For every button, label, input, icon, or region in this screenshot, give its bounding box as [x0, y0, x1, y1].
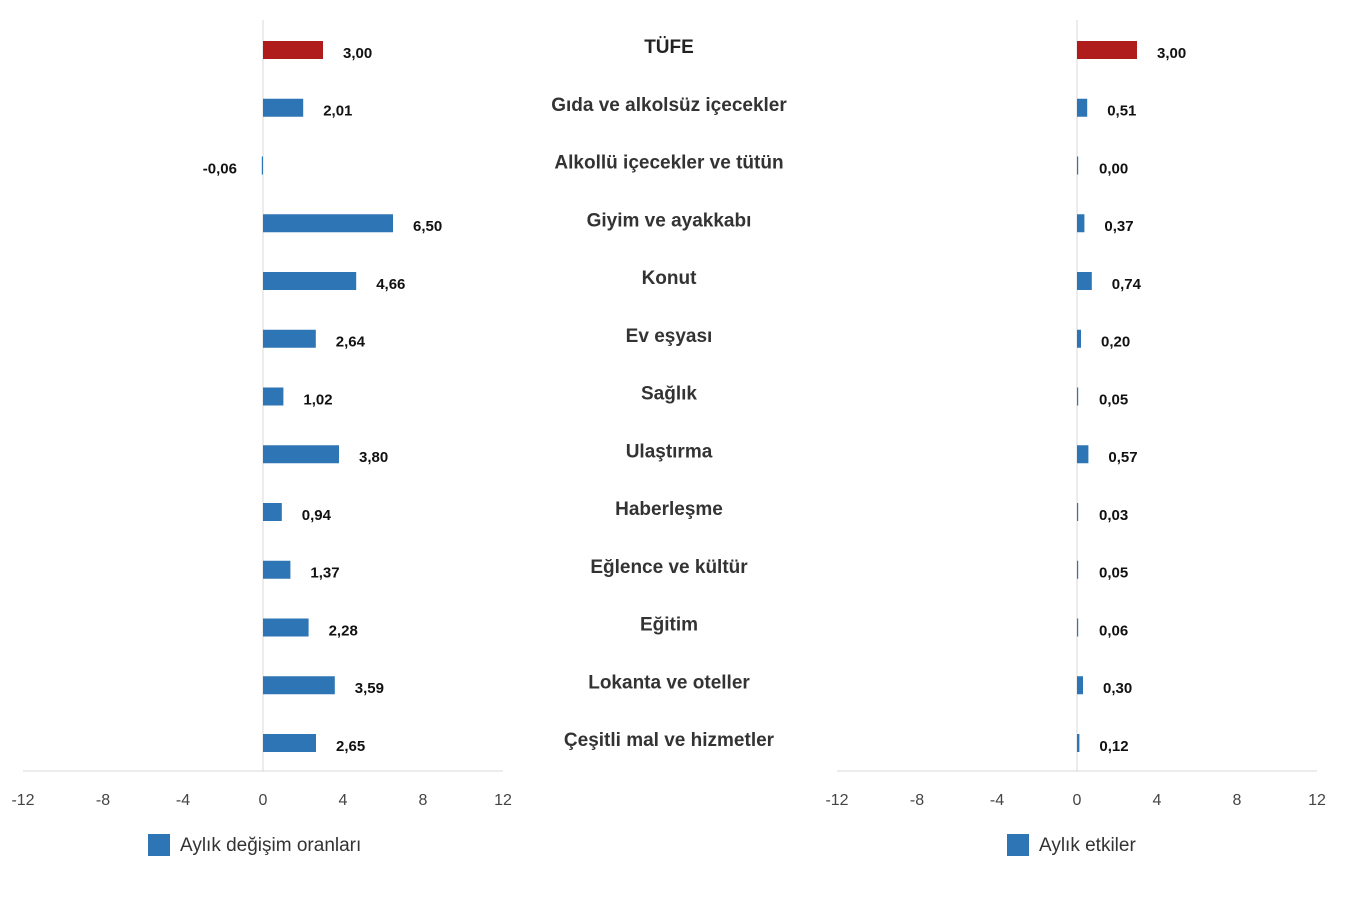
- data-label-1-4: 0,74: [1112, 276, 1142, 293]
- x-tick-label-0-3: 0: [259, 792, 268, 809]
- category-label-3: Giyim ve ayakkabı: [587, 210, 752, 231]
- bar-0-10: [263, 618, 309, 637]
- data-label-0-6: 1,02: [303, 391, 332, 408]
- x-tick-label-1-1: -8: [910, 792, 924, 809]
- category-label-11: Lokanta ve oteller: [588, 672, 750, 693]
- data-label-1-0: 3,00: [1157, 45, 1186, 62]
- bar-0-1: [263, 98, 304, 117]
- data-label-0-1: 2,01: [323, 103, 352, 120]
- bar-1-8: [1077, 503, 1079, 521]
- bar-1-11: [1077, 676, 1083, 695]
- x-tick-label-1-0: -12: [825, 792, 848, 809]
- data-label-0-12: 2,65: [336, 738, 365, 755]
- data-label-1-1: 0,51: [1107, 103, 1136, 120]
- x-tick-label-1-2: -4: [990, 792, 1004, 809]
- bar-1-4: [1077, 272, 1092, 290]
- category-label-10: Eğitim: [640, 615, 698, 636]
- bar-0-2: [261, 156, 263, 175]
- category-label-9: Eğlence ve kültür: [590, 557, 748, 578]
- data-label-0-9: 1,37: [310, 565, 339, 582]
- category-label-4: Konut: [642, 268, 698, 289]
- bar-1-2: [1077, 156, 1079, 175]
- bar-0-5: [263, 329, 316, 348]
- bar-1-0: [1077, 41, 1137, 59]
- data-label-0-2: -0,06: [203, 160, 237, 177]
- x-tick-label-0-1: -8: [96, 792, 110, 809]
- data-label-0-0: 3,00: [343, 45, 372, 62]
- bar-1-6: [1077, 387, 1079, 406]
- data-label-1-6: 0,05: [1099, 391, 1128, 408]
- category-label-2: Alkollü içecekler ve tütün: [554, 153, 783, 174]
- x-tick-label-1-6: 12: [1308, 792, 1326, 809]
- category-label-0: TÜFE: [644, 37, 694, 58]
- bar-0-9: [263, 560, 291, 579]
- data-label-0-11: 3,59: [355, 680, 384, 697]
- data-label-1-10: 0,06: [1099, 622, 1128, 639]
- data-label-0-4: 4,66: [376, 276, 405, 293]
- legend-label-0: Aylık değişim oranları: [180, 835, 361, 856]
- bar-0-7: [263, 445, 339, 464]
- bar-1-12: [1077, 734, 1080, 752]
- legend-swatch-0: [148, 834, 170, 856]
- category-label-6: Sağlık: [641, 384, 697, 405]
- x-tick-label-0-5: 8: [419, 792, 428, 809]
- category-label-5: Ev eşyası: [626, 326, 713, 347]
- data-label-1-2: 0,00: [1099, 160, 1128, 177]
- x-tick-label-0-4: 4: [339, 792, 348, 809]
- bar-1-9: [1077, 560, 1079, 579]
- bar-0-0: [263, 41, 323, 59]
- bar-0-8: [263, 503, 282, 521]
- legend-label-1: Aylık etkiler: [1039, 835, 1136, 856]
- bar-1-7: [1077, 445, 1089, 464]
- data-label-1-3: 0,37: [1104, 218, 1133, 235]
- bar-1-3: [1077, 214, 1085, 233]
- x-tick-label-1-3: 0: [1073, 792, 1082, 809]
- category-label-8: Haberleşme: [615, 499, 723, 520]
- data-label-0-7: 3,80: [359, 449, 388, 466]
- x-tick-label-0-0: -12: [11, 792, 34, 809]
- data-label-1-7: 0,57: [1108, 449, 1137, 466]
- bar-0-3: [263, 214, 393, 233]
- x-tick-label-0-2: -4: [176, 792, 190, 809]
- bar-0-4: [263, 272, 357, 290]
- legend-swatch-1: [1007, 834, 1029, 856]
- data-label-0-8: 0,94: [302, 507, 332, 524]
- data-label-0-5: 2,64: [336, 334, 366, 351]
- data-label-1-11: 0,30: [1103, 680, 1132, 697]
- bar-0-12: [263, 734, 316, 752]
- category-label-12: Çeşitli mal ve hizmetler: [564, 730, 775, 751]
- bar-1-10: [1077, 618, 1079, 637]
- data-label-0-10: 2,28: [329, 622, 358, 639]
- category-label-1: Gıda ve alkolsüz içecekler: [551, 95, 787, 116]
- bar-1-1: [1077, 98, 1088, 117]
- data-label-1-8: 0,03: [1099, 507, 1128, 524]
- data-label-1-5: 0,20: [1101, 334, 1130, 351]
- data-label-1-9: 0,05: [1099, 565, 1128, 582]
- data-label-0-3: 6,50: [413, 218, 442, 235]
- x-tick-label-1-5: 8: [1233, 792, 1242, 809]
- x-tick-label-0-6: 12: [494, 792, 512, 809]
- bar-1-5: [1077, 329, 1081, 348]
- bar-0-6: [263, 387, 284, 406]
- category-label-7: Ulaştırma: [626, 441, 713, 462]
- x-tick-label-1-4: 4: [1153, 792, 1162, 809]
- data-label-1-12: 0,12: [1099, 738, 1128, 755]
- bar-0-11: [263, 676, 335, 695]
